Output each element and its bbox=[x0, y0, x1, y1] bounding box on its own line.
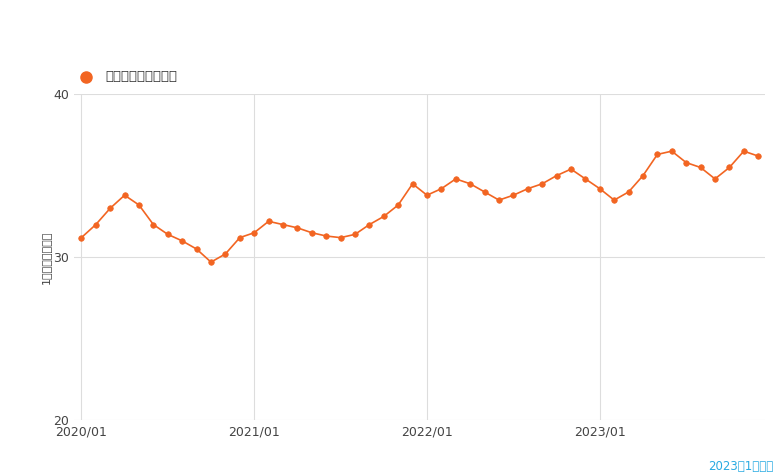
Text: 2023年1月更新: 2023年1月更新 bbox=[708, 460, 773, 473]
Text: 売買価格の推移: 売買価格の推移 bbox=[353, 17, 428, 35]
Text: 福岡県福岡市博多区: 福岡県福岡市博多区 bbox=[105, 70, 177, 84]
Y-axis label: 1㎡単価（万円）: 1㎡単価（万円） bbox=[41, 230, 51, 284]
